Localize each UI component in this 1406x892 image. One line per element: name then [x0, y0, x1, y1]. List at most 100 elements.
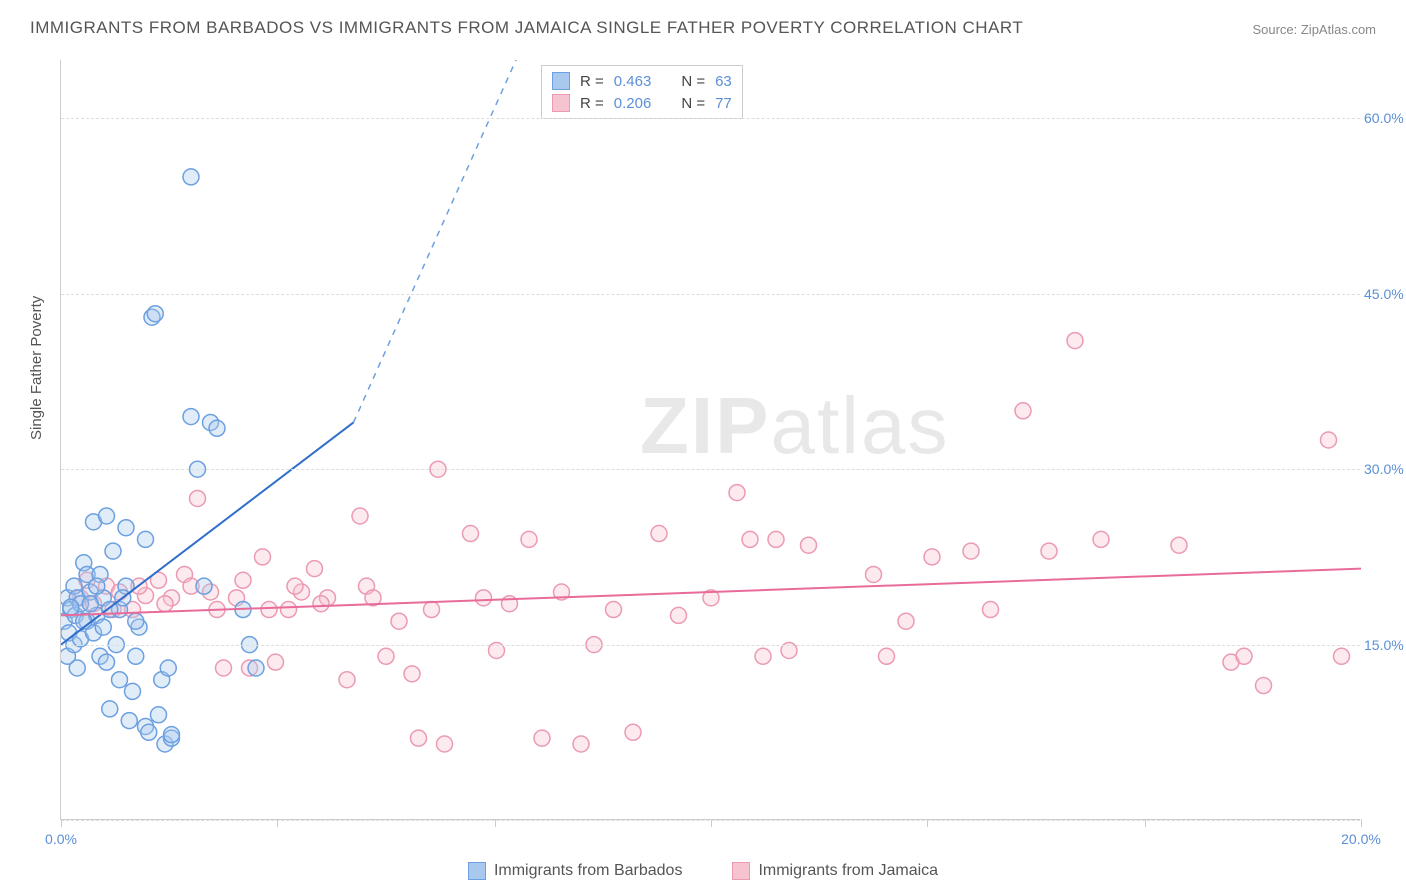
- data-point: [128, 613, 144, 629]
- data-point: [1041, 543, 1057, 559]
- data-point: [476, 590, 492, 606]
- x-tick: [1145, 819, 1146, 827]
- x-tick: [927, 819, 928, 827]
- swatch-barbados: [468, 862, 486, 880]
- data-point: [963, 543, 979, 559]
- data-point: [411, 730, 427, 746]
- y-gridline: [61, 469, 1360, 470]
- bottom-legend: Immigrants from Barbados Immigrants from…: [0, 862, 1406, 880]
- data-point: [1067, 333, 1083, 349]
- data-point: [1256, 678, 1272, 694]
- legend-label: Immigrants from Barbados: [494, 862, 683, 880]
- data-point: [196, 578, 212, 594]
- x-tick: [711, 819, 712, 827]
- n-value-barbados: 63: [715, 73, 732, 90]
- trend-line-extrapolated: [354, 60, 517, 422]
- data-point: [1093, 531, 1109, 547]
- data-point: [801, 537, 817, 553]
- data-point: [268, 654, 284, 670]
- stats-row-barbados: R = 0.463 N = 63: [552, 70, 732, 92]
- data-point: [625, 724, 641, 740]
- data-point: [138, 531, 154, 547]
- data-point: [378, 648, 394, 664]
- data-point: [151, 707, 167, 723]
- data-point: [424, 602, 440, 618]
- data-point: [983, 602, 999, 618]
- scatter-svg: [61, 60, 1361, 820]
- data-point: [1015, 403, 1031, 419]
- data-point: [1321, 432, 1337, 448]
- r-value-jamaica: 0.206: [614, 95, 652, 112]
- data-point: [128, 648, 144, 664]
- data-point: [879, 648, 895, 664]
- data-point: [248, 660, 264, 676]
- source-attribution: Source: ZipAtlas.com: [1252, 22, 1376, 37]
- plot-area: R = 0.463 N = 63 R = 0.206 N = 77 15.0%3…: [60, 60, 1360, 820]
- r-value-barbados: 0.463: [614, 73, 652, 90]
- data-point: [95, 619, 111, 635]
- y-gridline: [61, 294, 1360, 295]
- data-point: [255, 549, 271, 565]
- data-point: [313, 596, 329, 612]
- legend-label: Immigrants from Jamaica: [758, 862, 938, 880]
- data-point: [99, 508, 115, 524]
- data-point: [157, 596, 173, 612]
- data-point: [69, 660, 85, 676]
- r-label: R =: [580, 95, 604, 112]
- data-point: [755, 648, 771, 664]
- data-point: [183, 409, 199, 425]
- data-point: [235, 572, 251, 588]
- data-point: [671, 607, 687, 623]
- x-tick: [495, 819, 496, 827]
- data-point: [102, 701, 118, 717]
- data-point: [573, 736, 589, 752]
- data-point: [183, 169, 199, 185]
- n-value-jamaica: 77: [715, 95, 732, 112]
- data-point: [651, 526, 667, 542]
- data-point: [898, 613, 914, 629]
- data-point: [391, 613, 407, 629]
- data-point: [164, 727, 180, 743]
- n-label: N =: [681, 73, 705, 90]
- data-point: [404, 666, 420, 682]
- stats-legend-box: R = 0.463 N = 63 R = 0.206 N = 77: [541, 65, 743, 119]
- data-point: [768, 531, 784, 547]
- y-gridline: [61, 645, 1360, 646]
- y-tick-label: 60.0%: [1364, 110, 1406, 126]
- y-gridline: [61, 118, 1360, 119]
- data-point: [534, 730, 550, 746]
- chart-title: IMMIGRANTS FROM BARBADOS VS IMMIGRANTS F…: [30, 18, 1023, 38]
- data-point: [521, 531, 537, 547]
- data-point: [160, 660, 176, 676]
- data-point: [118, 520, 134, 536]
- data-point: [112, 672, 128, 688]
- data-point: [105, 543, 121, 559]
- data-point: [1236, 648, 1252, 664]
- data-point: [209, 420, 225, 436]
- data-point: [99, 654, 115, 670]
- data-point: [437, 736, 453, 752]
- data-point: [121, 713, 137, 729]
- data-point: [82, 596, 98, 612]
- y-tick-label: 45.0%: [1364, 286, 1406, 302]
- n-label: N =: [681, 95, 705, 112]
- x-tick-label: 0.0%: [45, 831, 77, 847]
- r-label: R =: [580, 73, 604, 90]
- data-point: [339, 672, 355, 688]
- data-point: [287, 578, 303, 594]
- data-point: [141, 724, 157, 740]
- legend-item-barbados: Immigrants from Barbados: [468, 862, 683, 880]
- swatch-jamaica: [732, 862, 750, 880]
- data-point: [1334, 648, 1350, 664]
- data-point: [307, 561, 323, 577]
- data-point: [89, 578, 105, 594]
- data-point: [125, 683, 141, 699]
- data-point: [190, 490, 206, 506]
- data-point: [606, 602, 622, 618]
- data-point: [147, 306, 163, 322]
- x-tick: [61, 819, 62, 827]
- data-point: [352, 508, 368, 524]
- trend-line: [61, 569, 1361, 616]
- data-point: [924, 549, 940, 565]
- y-axis-label: Single Father Poverty: [28, 296, 45, 440]
